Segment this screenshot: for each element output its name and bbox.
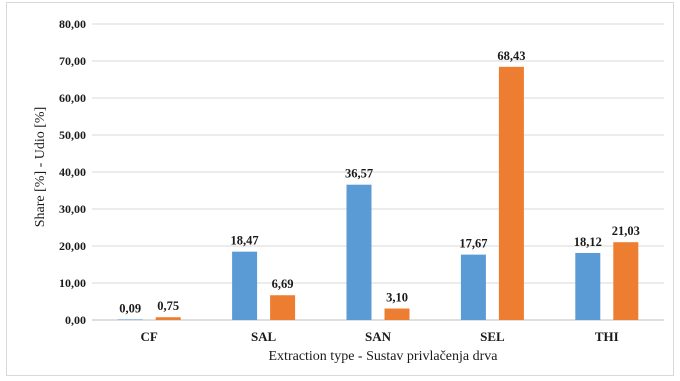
chart-frame — [6, 2, 674, 376]
bar-cf-2 — [155, 317, 181, 320]
bar-sel-2 — [498, 66, 524, 321]
data-labels: 0,09 0,75 18,47 6,69 36,57 3,10 17,67 68,43 18,1… — [119, 49, 640, 316]
y-axis-title: Share [%] - Udio [%] — [33, 107, 48, 228]
data-label: 3,10 — [386, 291, 408, 305]
bar-sal-1 — [232, 251, 258, 320]
x-category-label: SAL — [251, 329, 277, 344]
y-tick-labels: 0,00 10,00 20,00 30,00 40,00 50,00 60,00 70,00 8… — [59, 17, 86, 327]
x-axis-title: Extraction type - Sustav privlačenja drv… — [269, 349, 499, 364]
y-tick-label: 60,00 — [59, 91, 86, 105]
y-tick-label: 30,00 — [59, 202, 86, 216]
data-label: 18,12 — [574, 235, 602, 249]
x-category-labels: CF SAL SAN SEL THI — [141, 329, 619, 344]
bar-cf-1 — [117, 319, 143, 320]
bar-thi-2 — [613, 242, 639, 320]
y-tick-label: 70,00 — [59, 54, 86, 68]
y-tick-label: 20,00 — [59, 239, 86, 253]
data-label: 68,43 — [497, 49, 525, 63]
y-tick-label: 50,00 — [59, 128, 86, 142]
x-category-label: SEL — [480, 329, 505, 344]
x-category-label: SAN — [365, 329, 392, 344]
x-category-label: CF — [141, 329, 158, 344]
bar-thi-1 — [575, 252, 601, 320]
x-category-label: THI — [595, 329, 619, 344]
y-tick-label: 40,00 — [59, 165, 86, 179]
bar-san-2 — [384, 308, 410, 320]
y-tick-label: 80,00 — [59, 17, 86, 31]
y-tick-label: 10,00 — [59, 276, 86, 290]
bars — [117, 66, 639, 321]
bar-san-1 — [346, 184, 372, 320]
bar-sal-2 — [270, 295, 296, 320]
gridlines — [92, 23, 664, 321]
y-tick-label: 0,00 — [65, 313, 86, 327]
data-label: 6,69 — [272, 277, 294, 291]
data-label: 17,67 — [459, 237, 487, 251]
data-label: 36,57 — [345, 167, 373, 181]
data-label: 0,09 — [119, 302, 141, 316]
data-label: 18,47 — [231, 234, 259, 248]
data-label: 0,75 — [157, 299, 179, 313]
data-label: 21,03 — [612, 224, 640, 238]
bar-sel-1 — [460, 254, 486, 320]
